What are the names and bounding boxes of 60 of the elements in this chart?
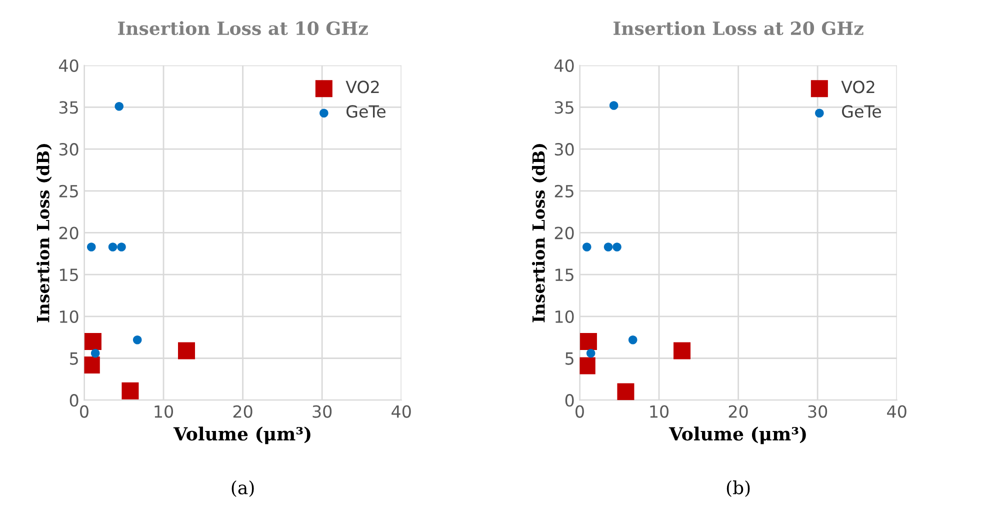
y-tick-label: 5	[566, 352, 574, 365]
y-tick-label: 10	[60, 310, 78, 323]
y-tick-label: 20	[59, 226, 78, 240]
point	[114, 102, 124, 111]
y-tick-label: 0	[70, 394, 78, 407]
legend-label: VO2	[841, 80, 874, 94]
chart-title: Insertion Loss at 20 GHz	[614, 21, 864, 36]
x-tick-label: 0	[80, 405, 88, 418]
x-axis-title: Volume (μm³)	[173, 426, 310, 444]
y-tick-label: 25	[554, 184, 574, 198]
point	[612, 242, 622, 252]
x-tick-label: 10	[650, 405, 669, 418]
text: (b)	[726, 480, 750, 497]
y-tick-label: 5	[70, 352, 78, 365]
point	[132, 335, 142, 344]
chart-title: Insertion Loss at 10 GHz	[118, 21, 368, 36]
x-axis-title: Volume (μm³)	[668, 426, 806, 444]
y-axis-title: Insertion Loss (dB)	[36, 144, 52, 322]
point	[86, 242, 96, 252]
x-tick-label: 40	[392, 405, 411, 418]
x-tick-label: 30	[312, 405, 332, 418]
point	[122, 382, 139, 400]
y-tick-label: 40	[58, 59, 78, 72]
y-tick-label: 10	[555, 310, 574, 323]
point	[84, 333, 102, 350]
y-tick-label: 15	[555, 268, 574, 282]
point	[617, 383, 634, 400]
point	[674, 342, 691, 360]
x-tick-label: 10	[154, 405, 174, 418]
point	[580, 333, 597, 350]
point	[580, 357, 596, 374]
point	[582, 242, 592, 252]
point	[628, 335, 638, 344]
y-tick-label: 30	[554, 143, 574, 156]
point	[586, 348, 596, 358]
y-tick-label: 30	[59, 143, 78, 156]
point	[84, 356, 100, 374]
point	[117, 242, 126, 252]
point	[108, 242, 118, 252]
y-tick-label: 35	[554, 101, 574, 114]
y-axis-title: Insertion Loss (dB)	[532, 144, 548, 322]
x-tick-label: 30	[808, 405, 828, 418]
x-tick-label: 20	[233, 405, 252, 418]
legend-label: GeTe	[346, 105, 386, 118]
point	[90, 348, 100, 358]
point	[178, 342, 196, 360]
y-tick-label: 35	[59, 101, 78, 114]
legend-label: GeTe	[842, 105, 881, 118]
x-tick-label: 0	[576, 405, 584, 418]
x-tick-label: 20	[728, 405, 748, 418]
y-tick-label: 0	[565, 394, 574, 407]
point	[609, 101, 618, 110]
y-tick-label: 20	[554, 226, 574, 240]
text: (a)	[232, 480, 254, 497]
x-tick-label: 40	[887, 405, 906, 418]
y-tick-label: 40	[554, 59, 574, 72]
y-tick-label: 25	[59, 184, 78, 198]
legend-label: VO2	[346, 80, 379, 94]
y-tick-label: 15	[60, 268, 78, 282]
point	[604, 242, 613, 252]
